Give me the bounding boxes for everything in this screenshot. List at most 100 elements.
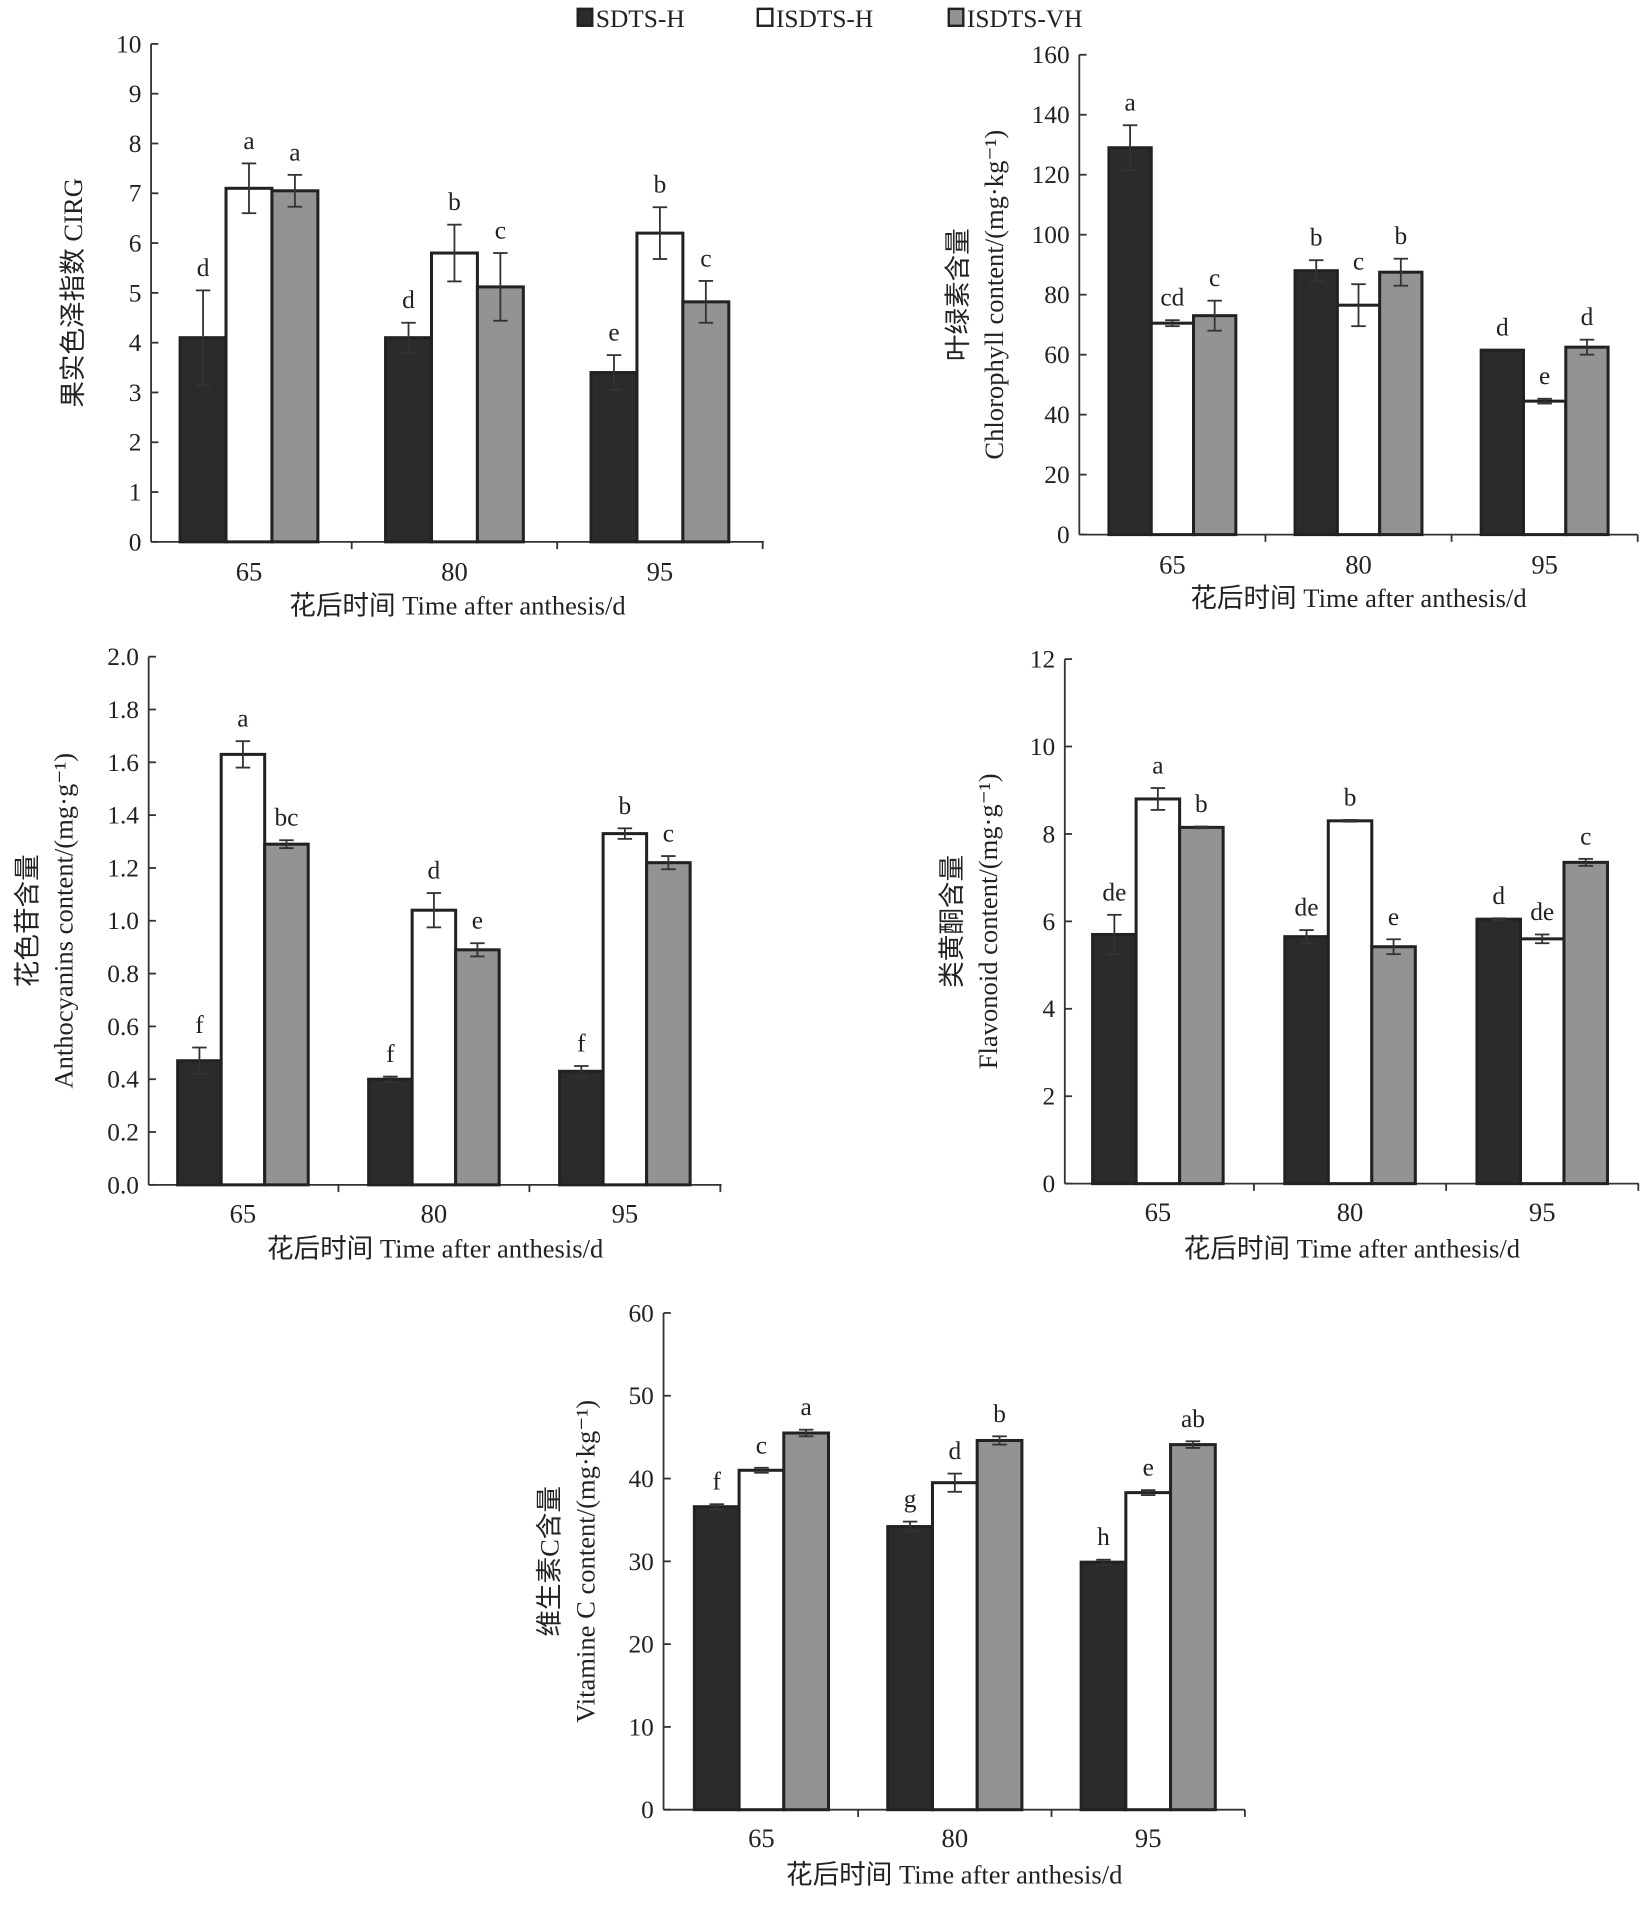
y-tick-label: 6 — [1042, 908, 1055, 936]
y-axis-label: 维生素C含量 — [534, 1486, 564, 1637]
significance-letter: h — [1097, 1523, 1110, 1551]
bar — [1283, 935, 1330, 1186]
y-tick-label: 2.0 — [107, 643, 139, 671]
significance-letter: de — [1295, 894, 1319, 922]
chart-1: 0 1 2 3 4 5 6 7 8 9 10 65 80 95 d d e a b b a c c 花后时间 Time aft… — [58, 30, 764, 620]
bar — [1521, 399, 1568, 537]
bar — [1079, 1560, 1128, 1812]
y-tick-label: 0 — [1042, 1170, 1055, 1198]
significance-letter: e — [1143, 1454, 1154, 1482]
x-tick-label: 80 — [1345, 549, 1372, 579]
significance-letter: a — [289, 138, 300, 166]
significance-letter: c — [663, 820, 674, 848]
bar — [178, 336, 228, 544]
y-tick-label: 0 — [641, 1796, 654, 1824]
significance-letter: c — [1580, 822, 1591, 850]
bar — [601, 832, 649, 1187]
y-tick-label: 0.0 — [107, 1171, 139, 1199]
bar — [645, 861, 692, 1187]
significance-letter: f — [577, 1030, 586, 1058]
x-tick-label: 80 — [1337, 1197, 1364, 1227]
bar — [1169, 1443, 1217, 1812]
bar — [975, 1438, 1024, 1812]
y-tick-label: 60 — [1044, 341, 1069, 369]
bar — [410, 908, 458, 1187]
bar — [263, 842, 310, 1187]
y-tick-label: 5 — [129, 279, 142, 307]
y-tick-label: 20 — [628, 1631, 653, 1659]
x-tick-label: 80 — [942, 1823, 969, 1853]
significance-letter: f — [195, 1011, 204, 1039]
y-tick-label: 0.8 — [107, 960, 139, 988]
y-tick-label: 30 — [628, 1548, 653, 1576]
y-tick-label: 160 — [1032, 41, 1070, 69]
y-tick-label: 10 — [1030, 733, 1055, 761]
significance-letter: b — [993, 1400, 1006, 1428]
bar — [454, 948, 501, 1187]
y-tick-label: 40 — [1044, 401, 1069, 429]
bar — [1335, 303, 1382, 537]
bar — [1326, 819, 1374, 1186]
bar — [219, 752, 267, 1187]
x-tick-label: 95 — [1529, 1197, 1556, 1227]
bar — [782, 1431, 831, 1812]
bar — [1124, 1491, 1173, 1812]
bar — [886, 1525, 934, 1812]
y-tick-label: 1.8 — [107, 696, 139, 724]
x-axis-label: 花后时间 Time after anthesis/d — [1184, 1233, 1520, 1263]
x-tick-label: 95 — [612, 1198, 639, 1228]
bar — [1378, 270, 1424, 537]
significance-letter: c — [700, 244, 711, 272]
x-tick-label: 65 — [230, 1198, 257, 1228]
bar — [1475, 917, 1522, 1186]
y-tick-label: 6 — [129, 230, 142, 258]
bar — [176, 1059, 223, 1187]
y-tick-label: 50 — [628, 1382, 653, 1410]
x-tick-label: 80 — [441, 557, 468, 587]
y-tick-label: 20 — [1044, 461, 1069, 489]
y-axis-label: Chlorophyll content/(mg·kg⁻¹) — [979, 130, 1009, 460]
y-tick-label: 9 — [129, 80, 142, 108]
bar — [1107, 146, 1153, 537]
y-tick-label: 1.6 — [107, 749, 139, 777]
significance-letter: a — [801, 1393, 812, 1421]
x-tick-label: 95 — [1531, 549, 1558, 579]
x-tick-label: 80 — [421, 1198, 448, 1228]
bar — [1479, 348, 1525, 537]
y-axis-label: Anthocyanins content/(mg·g⁻¹) — [49, 753, 79, 1089]
y-tick-label: 8 — [129, 130, 142, 158]
significance-letter: d — [1496, 314, 1509, 342]
bar — [1091, 932, 1138, 1186]
y-tick-label: 60 — [628, 1299, 653, 1327]
legend: SDTS-H ISDTS-H ISDTS-VH — [576, 5, 1083, 33]
bar — [589, 371, 639, 544]
significance-letter: e — [608, 319, 619, 347]
y-tick-label: 8 — [1042, 820, 1055, 848]
bar — [1370, 945, 1417, 1186]
legend-swatch — [576, 7, 594, 27]
significance-letter: ab — [1181, 1405, 1205, 1433]
significance-letter: a — [1152, 752, 1163, 780]
significance-letter: f — [712, 1468, 721, 1496]
y-tick-label: 1.0 — [107, 907, 139, 935]
significance-letter: b — [619, 792, 632, 820]
x-tick-label: 65 — [1145, 1197, 1172, 1227]
bar — [224, 186, 274, 544]
bar — [1149, 321, 1196, 537]
significance-letter: d — [402, 286, 415, 314]
x-tick-label: 95 — [647, 557, 674, 587]
significance-letter: cd — [1160, 284, 1184, 312]
significance-letter: b — [654, 171, 667, 199]
y-tick-label: 0 — [1057, 521, 1070, 549]
y-tick-label: 2 — [129, 429, 142, 457]
bar — [930, 1481, 979, 1812]
y-tick-label: 120 — [1032, 161, 1070, 189]
y-tick-label: 12 — [1030, 646, 1055, 674]
significance-letter: f — [386, 1040, 395, 1068]
x-tick-label: 65 — [1159, 549, 1186, 579]
bar — [429, 251, 479, 544]
bar — [635, 231, 685, 544]
